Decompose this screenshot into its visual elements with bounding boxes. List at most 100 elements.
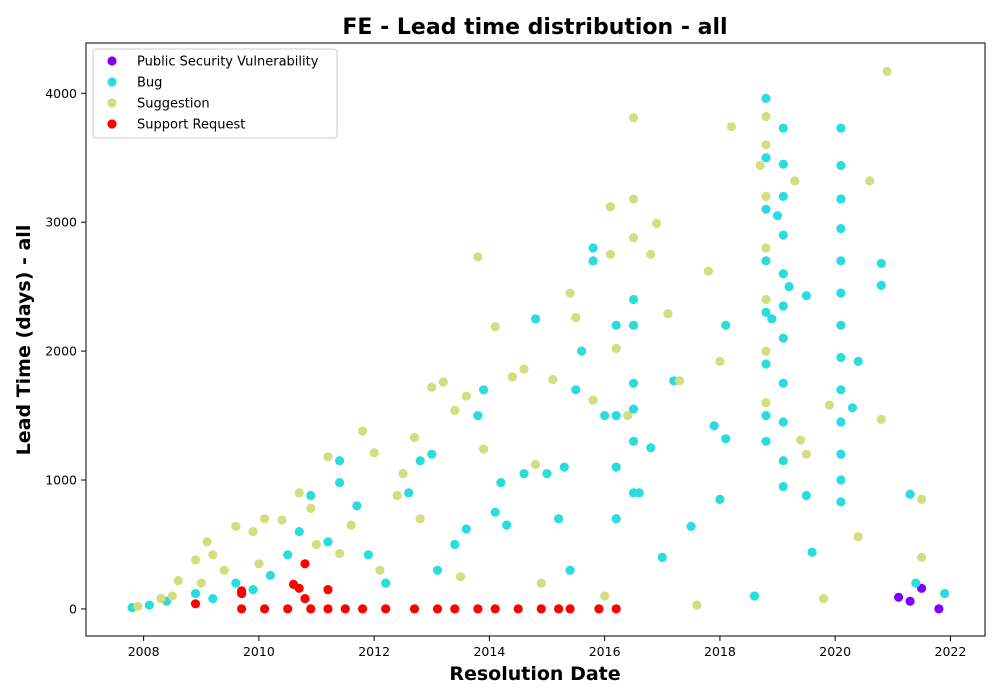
data-point (409, 432, 420, 443)
data-point (502, 520, 512, 530)
x-tick-label: 2014 (473, 644, 505, 659)
data-point (432, 604, 443, 614)
data-point (208, 550, 218, 560)
data-point (824, 400, 835, 410)
data-point (594, 604, 604, 614)
data-point (588, 256, 598, 266)
data-point (865, 176, 875, 186)
data-point (905, 489, 915, 499)
data-point (628, 194, 639, 204)
data-point (761, 111, 771, 122)
data-point (784, 282, 794, 292)
data-point (311, 539, 322, 550)
legend-label: Suggestion (137, 97, 210, 112)
data-point (306, 490, 316, 501)
y-tick-label: 3000 (45, 215, 77, 230)
data-point (836, 160, 846, 171)
chart-title: FE - Lead time distribution - all (342, 15, 727, 40)
data-point (300, 559, 310, 569)
data-point (473, 411, 483, 421)
legend-marker (107, 119, 117, 129)
x-axis-label: Resolution Date (449, 663, 620, 685)
data-point (323, 537, 333, 547)
data-point (801, 291, 812, 301)
data-point (554, 514, 564, 524)
data-point (571, 313, 581, 323)
data-point (300, 594, 310, 604)
data-point (294, 488, 304, 498)
data-point (542, 469, 552, 479)
data-point (530, 314, 541, 324)
data-point (565, 288, 575, 298)
data-point (144, 600, 154, 610)
data-point (761, 140, 771, 150)
data-point (450, 539, 460, 550)
data-point (611, 320, 621, 330)
x-tick-label: 2012 (358, 644, 390, 659)
legend-label: Bug (137, 76, 162, 91)
data-point (156, 594, 166, 604)
data-point (703, 266, 714, 276)
data-point (761, 398, 771, 408)
y-tick-label: 1000 (45, 473, 77, 488)
data-point (404, 488, 414, 498)
data-point (490, 507, 500, 517)
data-point (628, 294, 639, 305)
data-point (882, 66, 892, 76)
data-point (237, 604, 247, 614)
data-point (461, 524, 471, 534)
data-point (761, 256, 771, 266)
data-point (260, 514, 270, 524)
data-point (461, 391, 471, 401)
data-point (415, 456, 425, 466)
data-point (335, 478, 345, 488)
data-point (190, 599, 201, 609)
data-point (646, 249, 656, 259)
data-point (778, 230, 788, 240)
data-point (473, 604, 483, 614)
data-point (675, 376, 685, 386)
legend-label: Public Security Vulnerability (137, 55, 319, 70)
data-point (605, 202, 616, 212)
data-point (415, 514, 425, 524)
x-tick-label: 2018 (704, 644, 736, 659)
data-point (479, 385, 489, 395)
data-point (836, 194, 846, 204)
data-point (836, 449, 846, 459)
data-point (836, 417, 846, 427)
data-point (836, 256, 846, 266)
data-point (398, 469, 408, 479)
data-point (283, 604, 293, 614)
x-axis-ticks: 2008 2010 2012 2014 2016 2018 2020 2022 (128, 636, 967, 659)
data-point (749, 591, 760, 601)
data-point (623, 411, 633, 421)
data-point (790, 176, 800, 186)
data-point (721, 320, 731, 330)
data-point (323, 585, 333, 595)
y-tick-label: 0 (69, 601, 77, 616)
data-point (761, 346, 771, 356)
legend-box (92, 48, 338, 139)
x-tick-label: 2022 (935, 644, 967, 659)
data-point (536, 578, 546, 588)
data-point (761, 93, 771, 103)
data-point (335, 548, 345, 559)
data-point (853, 532, 863, 542)
data-point (196, 578, 206, 588)
data-point (611, 462, 621, 472)
data-point (358, 426, 368, 436)
data-point (911, 578, 921, 588)
data-point (761, 294, 771, 305)
data-point (277, 515, 287, 525)
data-point (513, 604, 523, 614)
data-point (409, 604, 420, 614)
data-point (663, 309, 673, 319)
data-point (801, 449, 812, 459)
data-point (265, 570, 275, 581)
data-point (905, 596, 915, 606)
data-point (778, 378, 788, 388)
data-point (294, 583, 304, 593)
data-point (611, 604, 621, 614)
data-point (190, 555, 201, 565)
